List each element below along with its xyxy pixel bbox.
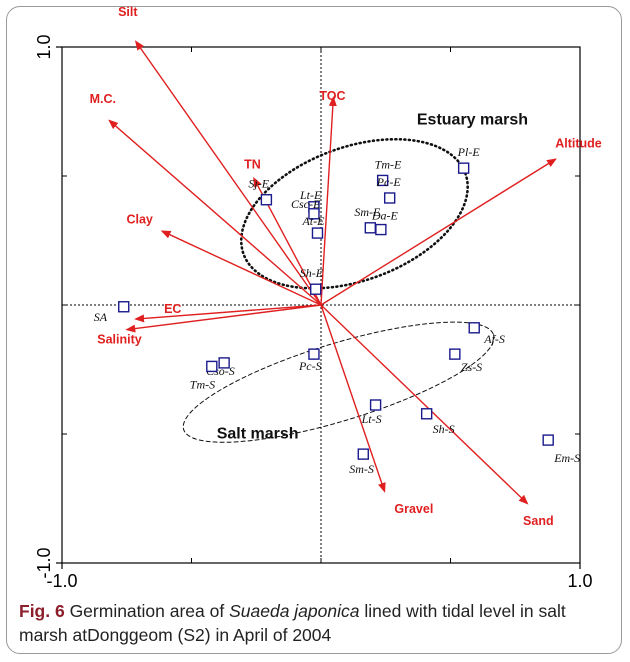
- vector-arrow-0: [134, 40, 322, 306]
- sample-label-0: Pl-E: [457, 145, 481, 159]
- sample-label-10: SA: [94, 310, 108, 324]
- sample-label-9: Sh-E: [300, 266, 324, 280]
- sample-point-16: [369, 399, 382, 411]
- figure-caption: Fig. 6 Germination area of Suaeda japoni…: [19, 599, 619, 647]
- sample-point-10: [118, 301, 130, 313]
- caption-label: Fig. 6: [19, 601, 65, 621]
- y-tick-label-min: -1.0: [34, 547, 54, 578]
- sample-label-14: Af-S: [483, 332, 505, 346]
- sample-label-5: Csc-E: [291, 197, 321, 211]
- sample-label-18: Sm-S: [349, 462, 374, 476]
- vector-label-4: Clay: [126, 212, 152, 226]
- sample-point-12: [206, 360, 218, 373]
- sample-point-2: [383, 192, 396, 204]
- vector-arrow-5: [320, 158, 557, 306]
- vector-label-5: Altitude: [555, 136, 602, 150]
- sample-label-6: Sm-E: [354, 205, 381, 219]
- vector-label-0: Silt: [118, 5, 138, 19]
- sample-label-19: Em-S: [553, 451, 580, 465]
- sample-label-16: Lt-S: [361, 412, 382, 426]
- x-tick-label-min: -1.0: [46, 571, 77, 591]
- vector-label-9: Sand: [523, 514, 554, 528]
- sample-label-4: Lt-E: [299, 188, 322, 202]
- figure-frame: [6, 6, 622, 654]
- sample-point-9: [310, 283, 322, 295]
- sample-point-3: [260, 194, 273, 206]
- vector-label-8: Gravel: [394, 502, 433, 516]
- sample-label-12: Tm-S: [190, 377, 215, 391]
- sample-label-2: Pc-E: [376, 175, 402, 189]
- vector-arrow-2: [320, 95, 337, 306]
- sample-point-14: [468, 322, 480, 334]
- y-tick-label-max: 1.0: [34, 34, 54, 59]
- group-label-0: Estuary marsh: [417, 111, 528, 128]
- caption-text-2: lined with tidal level in salt marsh atD…: [19, 601, 566, 645]
- group-ellipse-1: [182, 321, 495, 443]
- vector-label-6: Salinity: [97, 333, 142, 347]
- sample-point-15: [449, 348, 461, 360]
- group-label-1: Salt marsh: [217, 425, 299, 442]
- vector-arrow-7: [134, 304, 322, 323]
- sample-point-5: [308, 208, 320, 220]
- sample-label-17: Sh-S: [433, 422, 455, 436]
- sample-label-3: Sj-E: [248, 177, 269, 191]
- sample-point-6: [364, 222, 377, 234]
- sample-point-19: [542, 434, 554, 446]
- vector-label-1: M.C.: [90, 92, 116, 106]
- sample-point-8: [311, 227, 324, 239]
- x-tick-label-max: 1.0: [567, 571, 592, 591]
- vector-label-2: TOC: [319, 89, 345, 103]
- sample-point-7: [375, 223, 387, 236]
- vector-arrow-4: [160, 230, 322, 306]
- sample-label-8: At-E: [301, 214, 325, 228]
- sample-point-13: [308, 348, 320, 360]
- vector-arrow-8: [320, 304, 386, 493]
- caption-text-1: Germination area of: [64, 601, 230, 621]
- sample-point-18: [357, 448, 369, 460]
- sample-label-15: Zs-S: [461, 360, 482, 374]
- sample-point-0: [457, 162, 470, 174]
- sample-point-17: [420, 408, 433, 420]
- vector-arrow-9: [320, 304, 529, 505]
- caption-species: Suaeda japonica: [229, 601, 360, 621]
- sample-point-11: [218, 357, 230, 369]
- vector-label-3: TN: [244, 158, 261, 172]
- sample-label-1: Tm-E: [375, 157, 402, 171]
- vector-label-7: EC: [164, 302, 181, 316]
- vector-arrow-6: [125, 304, 322, 333]
- sample-point-1: [376, 174, 389, 187]
- sample-label-7: Da-E: [371, 209, 399, 223]
- vector-arrow-1: [108, 119, 322, 306]
- sample-label-13: Pc-S: [298, 359, 322, 373]
